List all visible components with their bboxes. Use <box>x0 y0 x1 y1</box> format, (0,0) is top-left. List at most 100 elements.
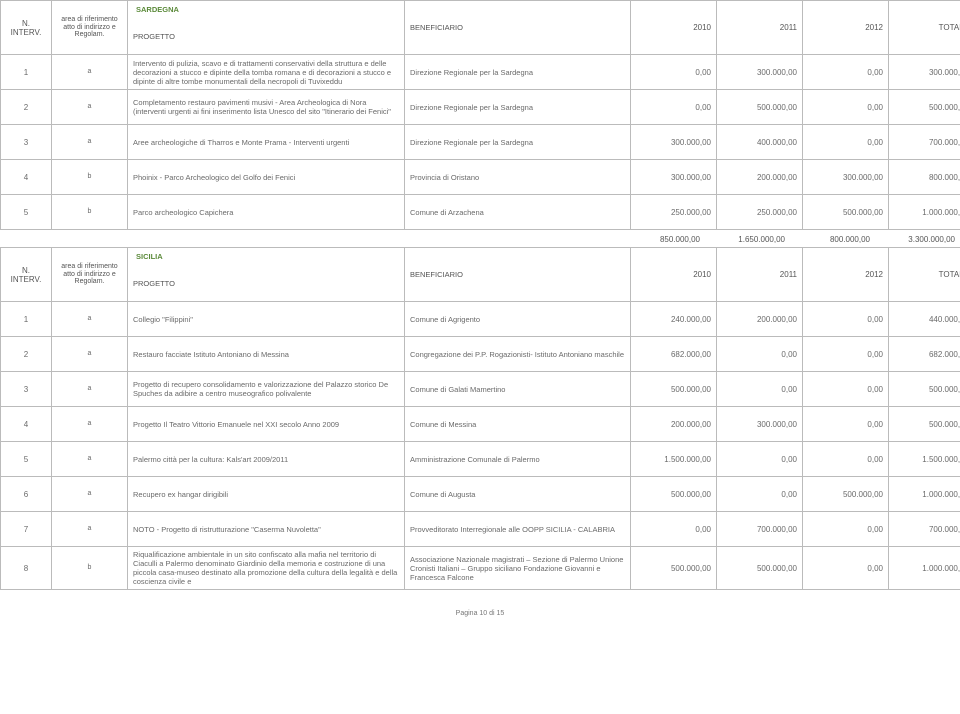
cell-2011: 0,00 <box>717 337 803 372</box>
table-row: 4aProgetto Il Teatro Vittorio Emanuele n… <box>1 407 960 442</box>
cell-2011: 400.000,00 <box>717 125 803 160</box>
cell-area: a <box>52 337 128 372</box>
col-n-interv: N. INTERV. <box>1 1 52 55</box>
cell-area: a <box>52 372 128 407</box>
cell-2010: 300.000,00 <box>631 160 717 195</box>
cell-totale: 1.500.000,00 <box>889 442 960 477</box>
cell-2010: 500.000,00 <box>631 372 717 407</box>
cell-2011: 0,00 <box>717 477 803 512</box>
cell-progetto: Palermo città per la cultura: Kals'art 2… <box>128 442 405 477</box>
cell-2012: 0,00 <box>803 302 889 337</box>
cell-area: b <box>52 160 128 195</box>
page-footer: Pagina 10 di 15 <box>0 610 960 622</box>
cell-n: 2 <box>1 337 52 372</box>
cell-2010: 682.000,00 <box>631 337 717 372</box>
cell-2010: 500.000,00 <box>631 477 717 512</box>
cell-progetto: Phoinix - Parco Archeologico del Golfo d… <box>128 160 405 195</box>
cell-2012: 0,00 <box>803 337 889 372</box>
col-totale: TOTALE <box>889 1 960 55</box>
cell-2011: 200.000,00 <box>717 160 803 195</box>
cell-benef: Provveditorato Interregionale alle OOPP … <box>405 512 631 547</box>
cell-n: 3 <box>1 125 52 160</box>
cell-2012: 0,00 <box>803 90 889 125</box>
cell-n: 4 <box>1 160 52 195</box>
cell-area: b <box>52 547 128 590</box>
cell-2011: 300.000,00 <box>717 407 803 442</box>
cell-area: a <box>52 442 128 477</box>
cell-2011: 250.000,00 <box>717 195 803 230</box>
cell-2012: 0,00 <box>803 372 889 407</box>
cell-area: a <box>52 55 128 90</box>
cell-totale: 300.000,00 <box>889 55 960 90</box>
table-row: 1aIntervento di pulizia, scavo e di trat… <box>1 55 960 90</box>
col-2012-2: 2012 <box>803 248 889 302</box>
cell-2012: 0,00 <box>803 547 889 590</box>
col-2012: 2012 <box>803 1 889 55</box>
cell-progetto: Riqualificazione ambientale in un sito c… <box>128 547 405 590</box>
cell-area: a <box>52 512 128 547</box>
col-benef: BENEFICIARIO <box>405 1 631 55</box>
cell-progetto: NOTO - Progetto di ristrutturazione "Cas… <box>128 512 405 547</box>
cell-n: 8 <box>1 547 52 590</box>
cell-benef: Associazione Nazionale magistrati – Sezi… <box>405 547 631 590</box>
cell-area: a <box>52 302 128 337</box>
cell-area: a <box>52 407 128 442</box>
col-area2: area di riferimento atto di indirizzo e … <box>52 248 128 302</box>
cell-benef: Comune di Galati Mamertino <box>405 372 631 407</box>
cell-area: a <box>52 125 128 160</box>
cell-benef: Comune di Messina <box>405 407 631 442</box>
cell-2010: 250.000,00 <box>631 195 717 230</box>
cell-totale: 500.000,00 <box>889 372 960 407</box>
table-row: 6aRecupero ex hangar dirigibiliComune di… <box>1 477 960 512</box>
cell-benef: Provincia di Oristano <box>405 160 631 195</box>
cell-2012: 500.000,00 <box>803 477 889 512</box>
cell-progetto: Completamento restauro pavimenti musivi … <box>128 90 405 125</box>
cell-2010: 1.500.000,00 <box>631 442 717 477</box>
cell-2010: 0,00 <box>631 512 717 547</box>
col-area: area di riferimento atto di indirizzo e … <box>52 1 128 55</box>
cell-area: a <box>52 90 128 125</box>
cell-totale: 800.000,00 <box>889 160 960 195</box>
sardegna-table: N. INTERV. area di riferimento atto di i… <box>0 0 960 230</box>
cell-n: 5 <box>1 195 52 230</box>
cell-2012: 0,00 <box>803 407 889 442</box>
cell-progetto: Restauro facciate Istituto Antoniano di … <box>128 337 405 372</box>
col-2010-2: 2010 <box>631 248 717 302</box>
cell-progetto: Progetto Il Teatro Vittorio Emanuele nel… <box>128 407 405 442</box>
cell-2012: 0,00 <box>803 55 889 90</box>
cell-totale: 1.000.000,00 <box>889 195 960 230</box>
sub-totale: 3.300.000,00 <box>875 232 960 247</box>
cell-n: 6 <box>1 477 52 512</box>
cell-progetto: Progetto di recupero consolidamento e va… <box>128 372 405 407</box>
cell-totale: 1.000.000,00 <box>889 547 960 590</box>
cell-totale: 682.000,00 <box>889 337 960 372</box>
table-row: 3aAree archeologiche di Tharros e Monte … <box>1 125 960 160</box>
cell-totale: 440.000,00 <box>889 302 960 337</box>
table-row: 5aPalermo città per la cultura: Kals'art… <box>1 442 960 477</box>
col-2011: 2011 <box>717 1 803 55</box>
table-row: 1aCollegio "Filippini"Comune di Agrigent… <box>1 302 960 337</box>
cell-progetto: Recupero ex hangar dirigibili <box>128 477 405 512</box>
cell-2012: 500.000,00 <box>803 195 889 230</box>
cell-2010: 300.000,00 <box>631 125 717 160</box>
cell-progetto: Aree archeologiche di Tharros e Monte Pr… <box>128 125 405 160</box>
table-row: 2aCompletamento restauro pavimenti musiv… <box>1 90 960 125</box>
col-2010: 2010 <box>631 1 717 55</box>
cell-2011: 700.000,00 <box>717 512 803 547</box>
cell-benef: Congregazione dei P.P. Rogazionisti- Ist… <box>405 337 631 372</box>
cell-progetto: Collegio "Filippini" <box>128 302 405 337</box>
sub-2010: 850.000,00 <box>620 232 705 247</box>
col-benef2: BENEFICIARIO <box>405 248 631 302</box>
cell-area: b <box>52 195 128 230</box>
cell-2010: 200.000,00 <box>631 407 717 442</box>
cell-progetto: Parco archeologico Capichera <box>128 195 405 230</box>
cell-progetto: Intervento di pulizia, scavo e di tratta… <box>128 55 405 90</box>
cell-2010: 0,00 <box>631 55 717 90</box>
cell-n: 2 <box>1 90 52 125</box>
cell-totale: 700.000,00 <box>889 512 960 547</box>
cell-2010: 0,00 <box>631 90 717 125</box>
cell-totale: 700.000,00 <box>889 125 960 160</box>
col-progetto: PROGETTO <box>128 18 405 55</box>
cell-n: 1 <box>1 302 52 337</box>
cell-n: 5 <box>1 442 52 477</box>
